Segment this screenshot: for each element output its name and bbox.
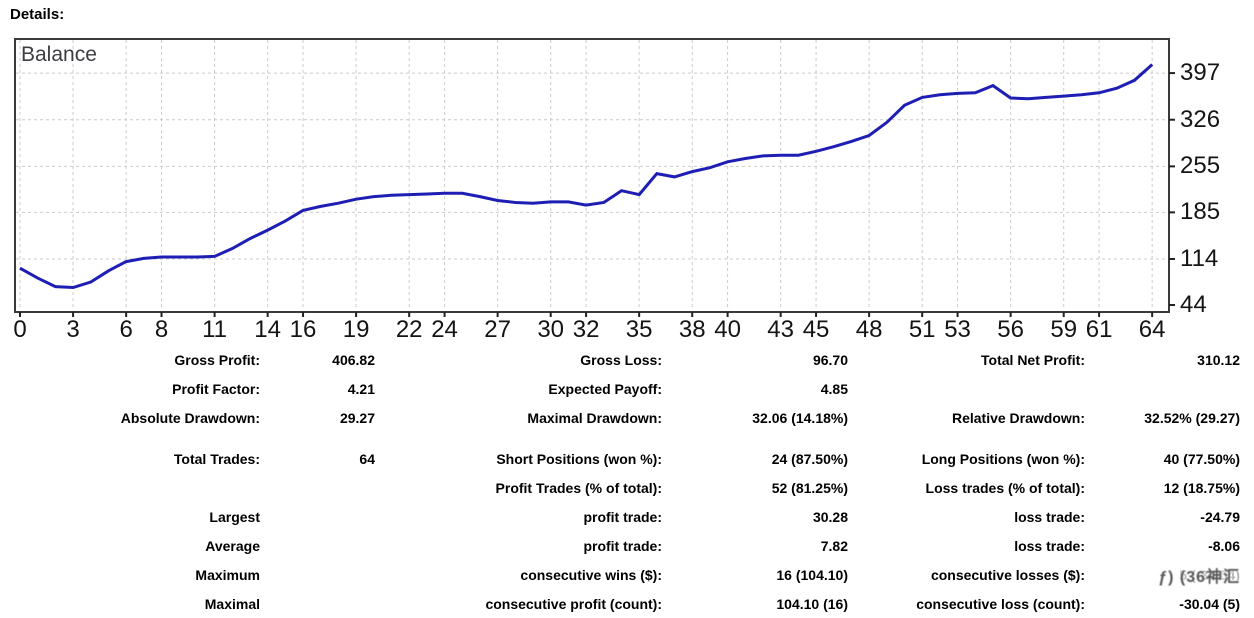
stat-value: 64: [359, 450, 375, 467]
stat-value: -8.06: [1208, 537, 1240, 554]
stat-value: 5 (-30.04) ƒ) (36神汇: [1085, 566, 1240, 586]
stat-label: Short Positions (won %):: [496, 450, 662, 467]
stat-label: Maximal Drawdown:: [527, 409, 662, 426]
stat-value: 4.21: [347, 380, 375, 397]
x-tick-label: 3: [66, 316, 80, 343]
stats-row: Maximum consecutive wins ($): 16 (104.10) c…: [0, 560, 1240, 589]
x-tick-label: 64: [1138, 316, 1166, 343]
stat-label: Absolute Drawdown:: [120, 409, 260, 426]
x-tick-label: 8: [154, 316, 169, 343]
stat-value: -30.04 (5): [1179, 595, 1240, 612]
x-tick-label: 45: [802, 316, 830, 343]
stat-value: 12 (18.75%): [1163, 479, 1240, 496]
y-tick-label: 44: [1180, 291, 1207, 318]
x-tick-label: 61: [1085, 316, 1113, 343]
watermark-logo: ƒ) (36神汇: [1158, 568, 1240, 586]
stat-value: 16 (104.10): [776, 566, 848, 583]
x-tick-label: 32: [572, 316, 600, 343]
stat-value: 32.52% (29.27): [1144, 409, 1240, 426]
stat-value: 24 (87.50%): [771, 450, 848, 467]
x-tick-label: 0: [13, 316, 27, 343]
x-tick-label: 56: [997, 316, 1024, 343]
x-tick-label: 30: [537, 316, 565, 343]
stat-value: 40 (77.50%): [1163, 450, 1240, 467]
stat-value: 7.82: [820, 537, 848, 554]
balance-chart: Balance: [14, 38, 1175, 317]
stats-table: Gross Profit: 406.82 Gross Loss: 96.70 Total…: [0, 345, 1240, 618]
stat-label: Maximal: [204, 595, 260, 612]
stat-label: Gross Profit:: [174, 351, 260, 368]
stats-row: Profit Trades (% of total): 52 (81.25%) Lo…: [0, 473, 1240, 502]
stat-label: Total Trades:: [173, 450, 260, 467]
stat-label: consecutive losses ($):: [930, 566, 1085, 583]
x-tick-label: 6: [119, 316, 133, 343]
chart-border: [14, 38, 1170, 313]
x-tick-label: 11: [202, 316, 228, 343]
stat-label: loss trade:: [1014, 508, 1085, 525]
x-tick-label: 35: [625, 316, 653, 343]
stat-label: Average: [205, 537, 260, 554]
balance-series-label: Balance: [21, 43, 97, 66]
stats-row: Total Trades: 64 Short Positions (won %): 2…: [0, 444, 1240, 473]
balance-line: [19, 63, 1154, 290]
page-title: Details:: [10, 6, 65, 23]
stat-label: Expected Payoff:: [548, 380, 662, 397]
stat-value: 29.27: [339, 409, 375, 426]
stat-label: loss trade:: [1014, 537, 1085, 554]
stat-label: consecutive wins ($):: [520, 566, 662, 583]
x-tick-label: 27: [484, 316, 511, 343]
y-tick-label: 326: [1180, 105, 1221, 133]
stat-label: profit trade:: [583, 508, 662, 525]
stats-row: Profit Factor: 4.21 Expected Payoff: 4.85: [0, 374, 1240, 403]
stat-label: Loss trades (% of total):: [925, 479, 1085, 496]
stat-value: 96.70: [812, 351, 848, 368]
stat-value: 310.12: [1197, 351, 1240, 368]
stat-value: -24.79: [1200, 508, 1240, 525]
x-tick-label: 40: [714, 316, 741, 343]
y-tick-label: 397: [1180, 59, 1221, 87]
stat-label: Largest: [209, 508, 260, 525]
stats-row: Absolute Drawdown: 29.27 Maximal Drawdown:…: [0, 403, 1240, 432]
y-tick-label: 185: [1180, 198, 1221, 226]
stat-label: Profit Trades (% of total):: [495, 479, 662, 496]
x-tick-label: 16: [289, 316, 317, 343]
stat-value: 30.28: [812, 508, 848, 525]
stat-label: profit trade:: [583, 537, 662, 554]
stat-value-obscured: 5 (-30.04): [1179, 566, 1240, 583]
stat-label: Relative Drawdown:: [951, 409, 1085, 426]
stat-label: consecutive profit (count):: [485, 595, 662, 612]
x-tick-label: 43: [767, 316, 795, 343]
x-tick-label: 24: [431, 316, 458, 343]
stat-label: Total Net Profit:: [981, 351, 1085, 368]
x-tick-label: 14: [254, 316, 282, 343]
stat-label: Gross Loss:: [580, 351, 662, 368]
stat-label: Profit Factor:: [172, 380, 260, 397]
x-tick-label: 59: [1050, 316, 1078, 343]
stats-row: Largest profit trade: 30.28 loss trade: -24.…: [0, 502, 1240, 531]
x-tick-label: 48: [855, 316, 883, 343]
balance-chart-svg: [14, 38, 1175, 317]
x-tick-label: 53: [944, 316, 971, 343]
x-tick-label: 19: [342, 316, 370, 343]
stat-value: 406.82: [332, 351, 375, 368]
x-tick-label: 22: [395, 316, 423, 343]
stats-row: Average profit trade: 7.82 loss trade: -8.06: [0, 531, 1240, 560]
y-tick-label: 114: [1180, 245, 1219, 272]
stats-row: Maximal consecutive profit (count): 104.10…: [0, 589, 1240, 618]
stat-value: 104.10 (16): [776, 595, 848, 612]
y-tick-label: 255: [1180, 152, 1221, 180]
stat-value: 52 (81.25%): [771, 479, 848, 496]
stat-label: Long Positions (won %):: [921, 450, 1085, 467]
stat-label: consecutive loss (count):: [916, 595, 1085, 612]
stat-value: 4.85: [820, 380, 848, 397]
x-tick-label: 38: [678, 316, 706, 343]
stat-value: 32.06 (14.18%): [752, 409, 848, 426]
stat-label: Maximum: [195, 566, 260, 583]
stats-row: Gross Profit: 406.82 Gross Loss: 96.70 Total…: [0, 345, 1240, 374]
x-tick-label: 51: [908, 316, 936, 343]
